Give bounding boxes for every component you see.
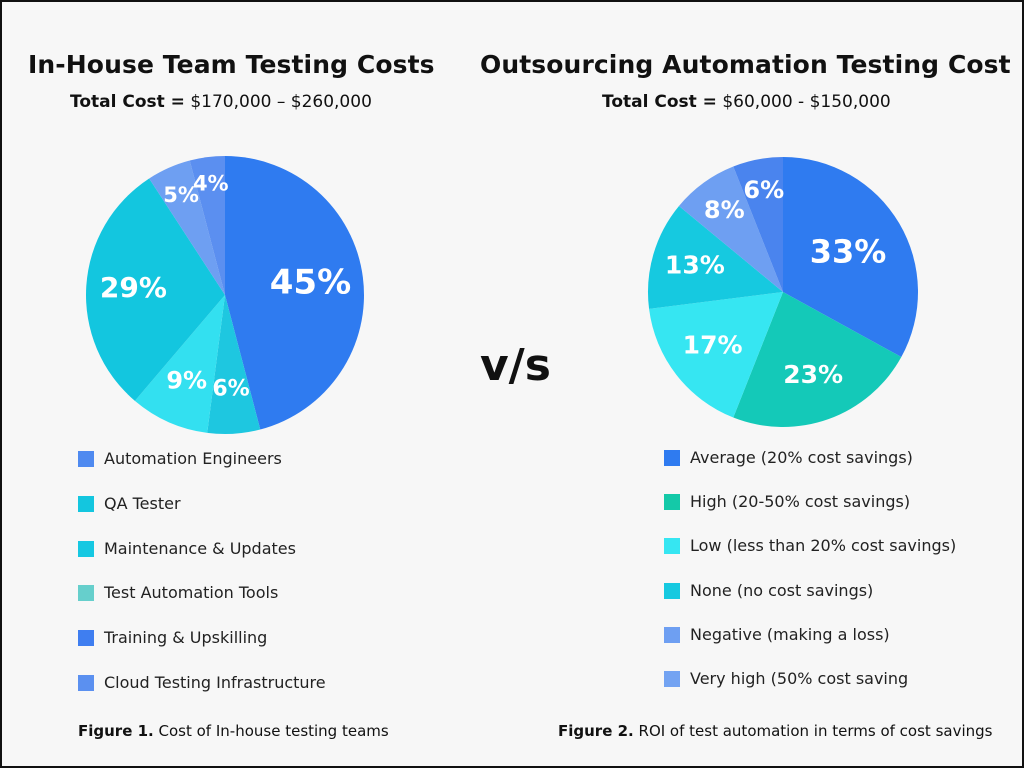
chart-1-legend-swatch [78, 630, 94, 647]
chart-2-legend-label: Average (20% cost savings) [690, 448, 913, 467]
chart-1-caption-bold: Figure 1. [78, 722, 154, 740]
chart-1-caption-text: Cost of In-house testing teams [158, 722, 389, 740]
chart-1-subtitle: Total Cost = $170,000 – $260,000 [70, 92, 372, 112]
chart-1-legend-swatch [78, 495, 94, 512]
chart-1-legend-label: Maintenance & Updates [104, 538, 296, 558]
chart-1-slice-2-label: 6% [212, 376, 249, 401]
chart-1-caption: Figure 1. Cost of In-house testing teams [78, 722, 389, 740]
chart-2-pie: 33% 23% 17% 13% 8%6% [648, 157, 918, 427]
chart-2-slice-6-label: 6% [743, 176, 784, 204]
chart-2-subtitle-label: Total Cost = [602, 92, 717, 112]
chart-2-slice-1 [783, 157, 918, 358]
chart-2-legend-label: Very high (50% cost saving [690, 669, 909, 688]
chart-2-slice-5 [678, 166, 783, 292]
chart-2-slice-4 [648, 205, 783, 309]
chart-2-slice-5-label: 8% [704, 196, 745, 224]
chart-2-slice-1-label: 33% [810, 233, 887, 271]
chart-1-slice-6 [189, 156, 225, 295]
chart-2-legend-swatch [664, 494, 680, 511]
chart-1-legend-label: Training & Upskilling [104, 628, 268, 648]
chart-1-slice-2 [207, 295, 261, 434]
chart-2-subtitle-value: $60,000 - $150,000 [722, 92, 891, 112]
chart-1-pie: 45% 6%9% 29% 5%4% [85, 156, 364, 434]
chart-1-slice-5 [149, 160, 225, 295]
chart-1-legend-label: Test Automation Tools [104, 583, 279, 603]
chart-2-subtitle: Total Cost = $60,000 - $150,000 [602, 92, 891, 112]
chart-2-legend-swatch [664, 538, 680, 555]
chart-2-slice-3-label: 17% [683, 331, 743, 360]
chart-1-slice-3 [134, 295, 225, 433]
versus-label: v/s [480, 340, 551, 391]
chart-2-legend-swatch [664, 450, 680, 466]
chart-2-legend-label: High (20-50% cost savings) [690, 492, 911, 512]
chart-1-slice-1-label: 45% [270, 262, 351, 302]
chart-1-legend-swatch [78, 451, 94, 467]
chart-1-legend-label: QA Tester [104, 493, 181, 513]
chart-2-legend-label: None (no cost savings) [690, 580, 874, 600]
chart-2-legend-swatch [664, 582, 680, 599]
chart-1-slice-3-label: 9% [166, 366, 207, 394]
chart-2-caption-bold: Figure 2. [558, 722, 634, 740]
chart-1-title: In-House Team Testing Costs [28, 50, 435, 79]
chart-1-subtitle-value: $170,000 – $260,000 [190, 92, 372, 112]
chart-2-legend-label: Negative (making a loss) [690, 624, 890, 644]
chart-2-caption-text: ROI of test automation in terms of cost … [638, 722, 993, 740]
chart-1-slice-5-label: 5% [163, 183, 199, 207]
chart-1-slice-4-label: 29% [100, 271, 167, 304]
chart-2-slice-2 [733, 292, 902, 427]
chart-2-slice-4-label: 13% [665, 250, 725, 279]
chart-1-subtitle-label: Total Cost = [70, 92, 185, 112]
chart-1-legend-label: Automation Engineers [104, 449, 282, 468]
chart-2-slice-3 [649, 292, 783, 418]
chart-1-legend-swatch [78, 585, 94, 602]
chart-2-legend-label: Low (less than 20% cost savings) [690, 536, 957, 556]
chart-2-slice-6 [733, 157, 783, 292]
chart-1-slice-1 [225, 156, 364, 430]
chart-2-legend-swatch [664, 626, 680, 643]
chart-1-legend-swatch [78, 675, 94, 691]
chart-1-slice-6-label: 4% [193, 172, 229, 196]
chart-2-legend-swatch [664, 671, 680, 687]
chart-2-title: Outsourcing Automation Testing Cost [480, 50, 1011, 79]
chart-2-slice-2-label: 23% [783, 360, 843, 389]
chart-1-slice-4 [85, 178, 225, 401]
chart-1-legend-swatch [78, 540, 94, 557]
chart-2-caption: Figure 2. ROI of test automation in term… [558, 722, 992, 740]
chart-1-legend-label: Cloud Testing Infrastructure [104, 673, 326, 692]
